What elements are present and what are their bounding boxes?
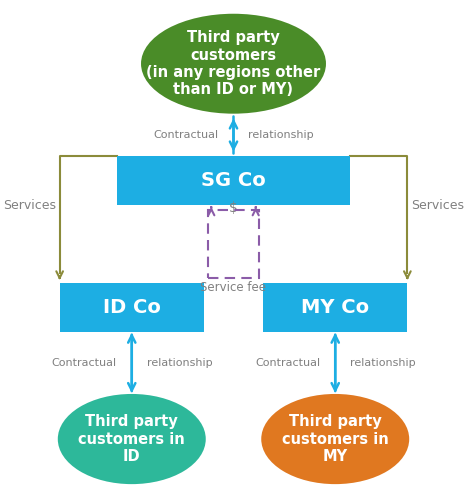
FancyBboxPatch shape — [117, 156, 350, 205]
FancyBboxPatch shape — [60, 283, 204, 332]
Text: Third party
customers in
ID: Third party customers in ID — [78, 414, 185, 464]
Text: SG Co: SG Co — [201, 171, 266, 190]
Text: Contractual: Contractual — [52, 358, 117, 368]
Text: relationship: relationship — [147, 358, 212, 368]
Text: $: $ — [229, 201, 238, 214]
Ellipse shape — [261, 394, 409, 484]
Text: ID Co: ID Co — [103, 298, 161, 317]
Text: Services: Services — [411, 199, 464, 211]
Text: Service fee: Service fee — [200, 281, 267, 294]
Ellipse shape — [58, 394, 206, 484]
Text: MY Co: MY Co — [301, 298, 369, 317]
Text: Third party
customers in
MY: Third party customers in MY — [282, 414, 389, 464]
Ellipse shape — [141, 14, 326, 114]
Bar — [208, 210, 259, 278]
Text: relationship: relationship — [350, 358, 416, 368]
Text: Third party
customers
(in any regions other
than ID or MY): Third party customers (in any regions ot… — [146, 30, 321, 97]
FancyBboxPatch shape — [263, 283, 407, 332]
Text: Contractual: Contractual — [255, 358, 320, 368]
Text: relationship: relationship — [248, 130, 314, 140]
Text: Services: Services — [3, 199, 56, 211]
Text: Contractual: Contractual — [154, 130, 219, 140]
